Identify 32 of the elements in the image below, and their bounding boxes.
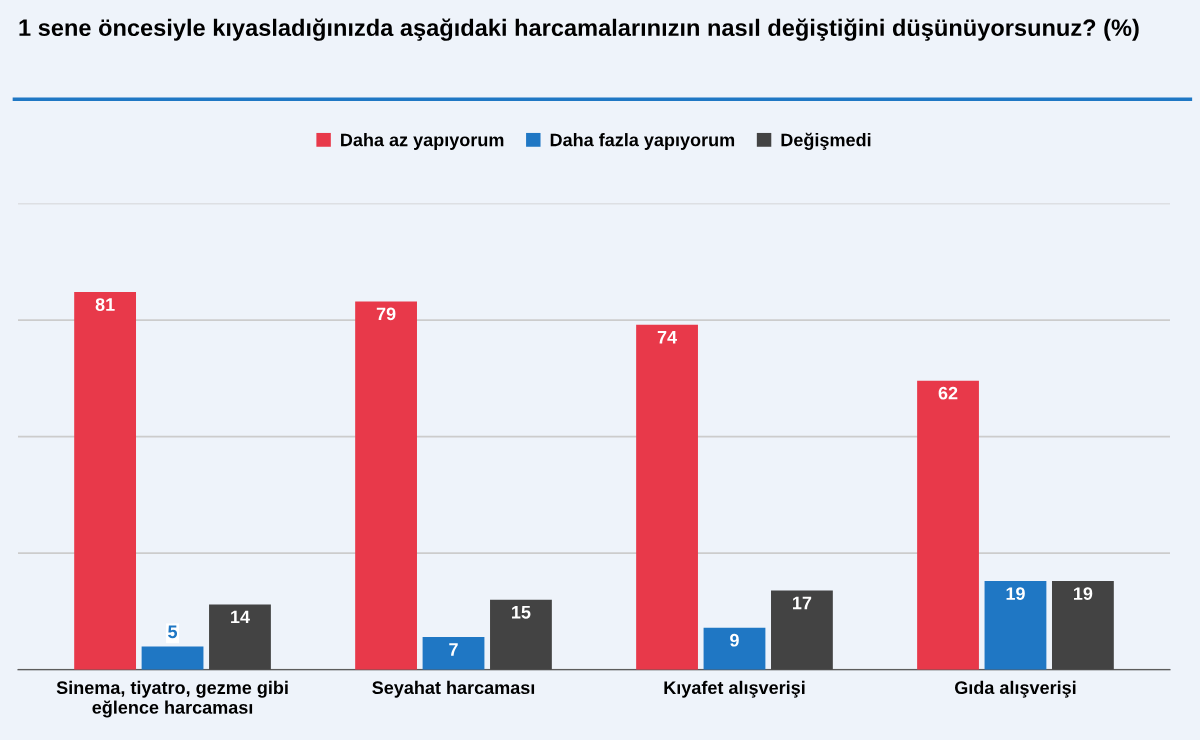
- x-tick-label: Sinema, tiyatro, gezme gibi eğlence harcaması: [56, 680, 288, 718]
- data-label: 74: [657, 330, 677, 344]
- data-label: 15: [512, 606, 531, 619]
- bar: [1051, 581, 1114, 670]
- bar: [209, 604, 271, 670]
- legend-label: Daha az yapıyorum: [341, 133, 504, 150]
- chart-title: 1 sene öncesiyle kıyasladığınızda aşağıdaki harcamalarınızın nasıl değiştiğini düşünüyorsunuz? (%): [19, 18, 1139, 41]
- data-label: 5: [168, 625, 178, 639]
- bar: [771, 590, 833, 670]
- bar: [984, 581, 1047, 670]
- legend-label: Değişmedi: [781, 132, 871, 150]
- bar: [703, 627, 766, 670]
- bar: [141, 646, 204, 670]
- data-label: 79: [376, 307, 396, 321]
- bar: [74, 292, 137, 670]
- data-label: 9: [730, 633, 739, 647]
- data-label: 17: [793, 596, 812, 610]
- data-label: 7: [449, 643, 458, 656]
- data-label: 19: [1006, 587, 1025, 600]
- bar: [422, 637, 485, 670]
- data-label: 19: [1073, 587, 1093, 600]
- bar: [917, 380, 979, 670]
- x-tick-label: Gıda alışverişi: [954, 680, 1076, 698]
- data-label: 14: [231, 610, 250, 624]
- data-label: 81: [95, 298, 115, 311]
- x-tick-label: Kıyafet alışverişi: [664, 680, 805, 698]
- legend-label: Daha fazla yapıyorum: [550, 133, 735, 150]
- bar: [490, 599, 552, 670]
- data-label: 62: [938, 386, 958, 400]
- bar: [355, 301, 417, 670]
- x-tick-label: Seyahat harcaması: [372, 680, 535, 698]
- bar: [636, 324, 698, 670]
